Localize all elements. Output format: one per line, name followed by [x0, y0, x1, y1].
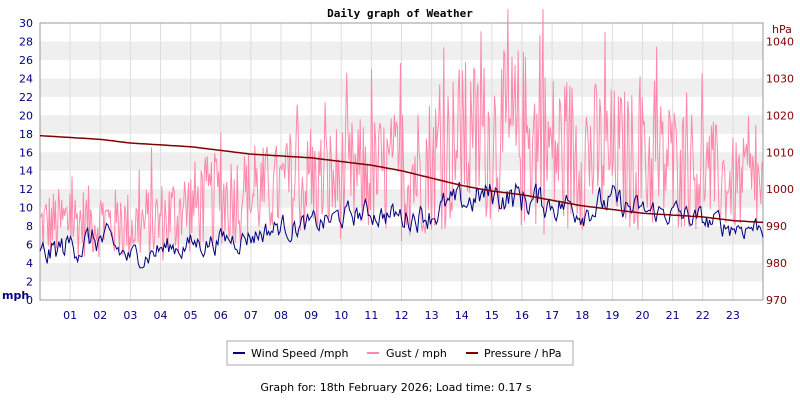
legend-label-wind: Wind Speed /mph — [251, 347, 349, 360]
left-tick-label: 12 — [19, 183, 33, 196]
chart-title: Daily graph of Weather — [327, 7, 473, 20]
x-tick-label: 08 — [274, 309, 288, 322]
plot-area-border — [39, 22, 764, 301]
gust-series — [39, 9, 764, 261]
left-tick-label: 16 — [19, 146, 33, 159]
x-tick-label: 04 — [154, 309, 168, 322]
left-tick-label: 22 — [19, 91, 33, 104]
right-tick-label: 1040 — [766, 35, 794, 48]
x-tick-label: 14 — [455, 309, 469, 322]
right-axis-label: hPa — [772, 23, 792, 36]
x-tick-label: 13 — [425, 309, 439, 322]
x-tick-label: 19 — [605, 309, 619, 322]
x-axis-ticks: 01 02 03 04 05 06 07 08 09 10 11 12 13 14 15 16 17 18 19 20… — [63, 309, 740, 322]
legend: Wind Speed /mph Gust / mph Pressure / hP… — [226, 340, 574, 366]
right-tick-label: 980 — [766, 257, 787, 270]
right-tick-label: 970 — [766, 294, 787, 307]
right-tick-label: 1020 — [766, 109, 794, 122]
x-tick-label: 03 — [123, 309, 137, 322]
left-tick-label: 18 — [19, 128, 33, 141]
x-tick-label: 21 — [666, 309, 680, 322]
left-tick-label: 8 — [26, 220, 33, 233]
right-tick-label: 1030 — [766, 72, 794, 85]
legend-box — [226, 340, 574, 366]
x-tick-label: 22 — [696, 309, 710, 322]
pressure-line — [39, 134, 764, 224]
right-axis-ticks: 970 980 990 1000 1010 1020 1030 1040 — [766, 35, 794, 307]
x-tick-label: 07 — [244, 309, 258, 322]
left-axis-label: mph — [2, 289, 29, 302]
x-tick-label: 23 — [726, 309, 740, 322]
x-tick-label: 02 — [93, 309, 107, 322]
x-tick-label: 17 — [545, 309, 559, 322]
left-tick-label: 2 — [26, 276, 33, 289]
x-tick-label: 12 — [395, 309, 409, 322]
right-tick-label: 990 — [766, 220, 787, 233]
left-tick-label: 28 — [19, 35, 33, 48]
left-tick-label: 26 — [19, 54, 33, 67]
pressure-series — [39, 134, 764, 224]
right-tick-label: 1010 — [766, 146, 794, 159]
x-tick-label: 01 — [63, 309, 77, 322]
x-tick-label: 18 — [575, 309, 589, 322]
legend-label-pressure: Pressure / hPa — [484, 347, 562, 360]
left-tick-label: 14 — [19, 165, 33, 178]
footer-text: Graph for: 18th February 2026; Load time… — [260, 381, 532, 394]
left-tick-label: 30 — [19, 17, 33, 30]
x-tick-label: 06 — [214, 309, 228, 322]
wind-speed-line — [39, 181, 764, 269]
left-tick-label: 24 — [19, 72, 33, 85]
left-tick-label: 10 — [19, 202, 33, 215]
x-tick-label: 20 — [636, 309, 650, 322]
right-tick-label: 1000 — [766, 183, 794, 196]
left-tick-label: 20 — [19, 109, 33, 122]
left-tick-label: 4 — [26, 257, 33, 270]
x-tick-label: 10 — [334, 309, 348, 322]
x-tick-label: 15 — [485, 309, 499, 322]
x-tick-label: 16 — [515, 309, 529, 322]
gust-line — [39, 9, 764, 261]
left-tick-label: 6 — [26, 239, 33, 252]
x-tick-label: 09 — [304, 309, 318, 322]
wind-speed-series — [39, 181, 764, 269]
x-tick-label: 11 — [364, 309, 378, 322]
x-tick-label: 05 — [184, 309, 198, 322]
left-tick-label: 0 — [26, 294, 33, 307]
legend-label-gust: Gust / mph — [386, 347, 447, 360]
